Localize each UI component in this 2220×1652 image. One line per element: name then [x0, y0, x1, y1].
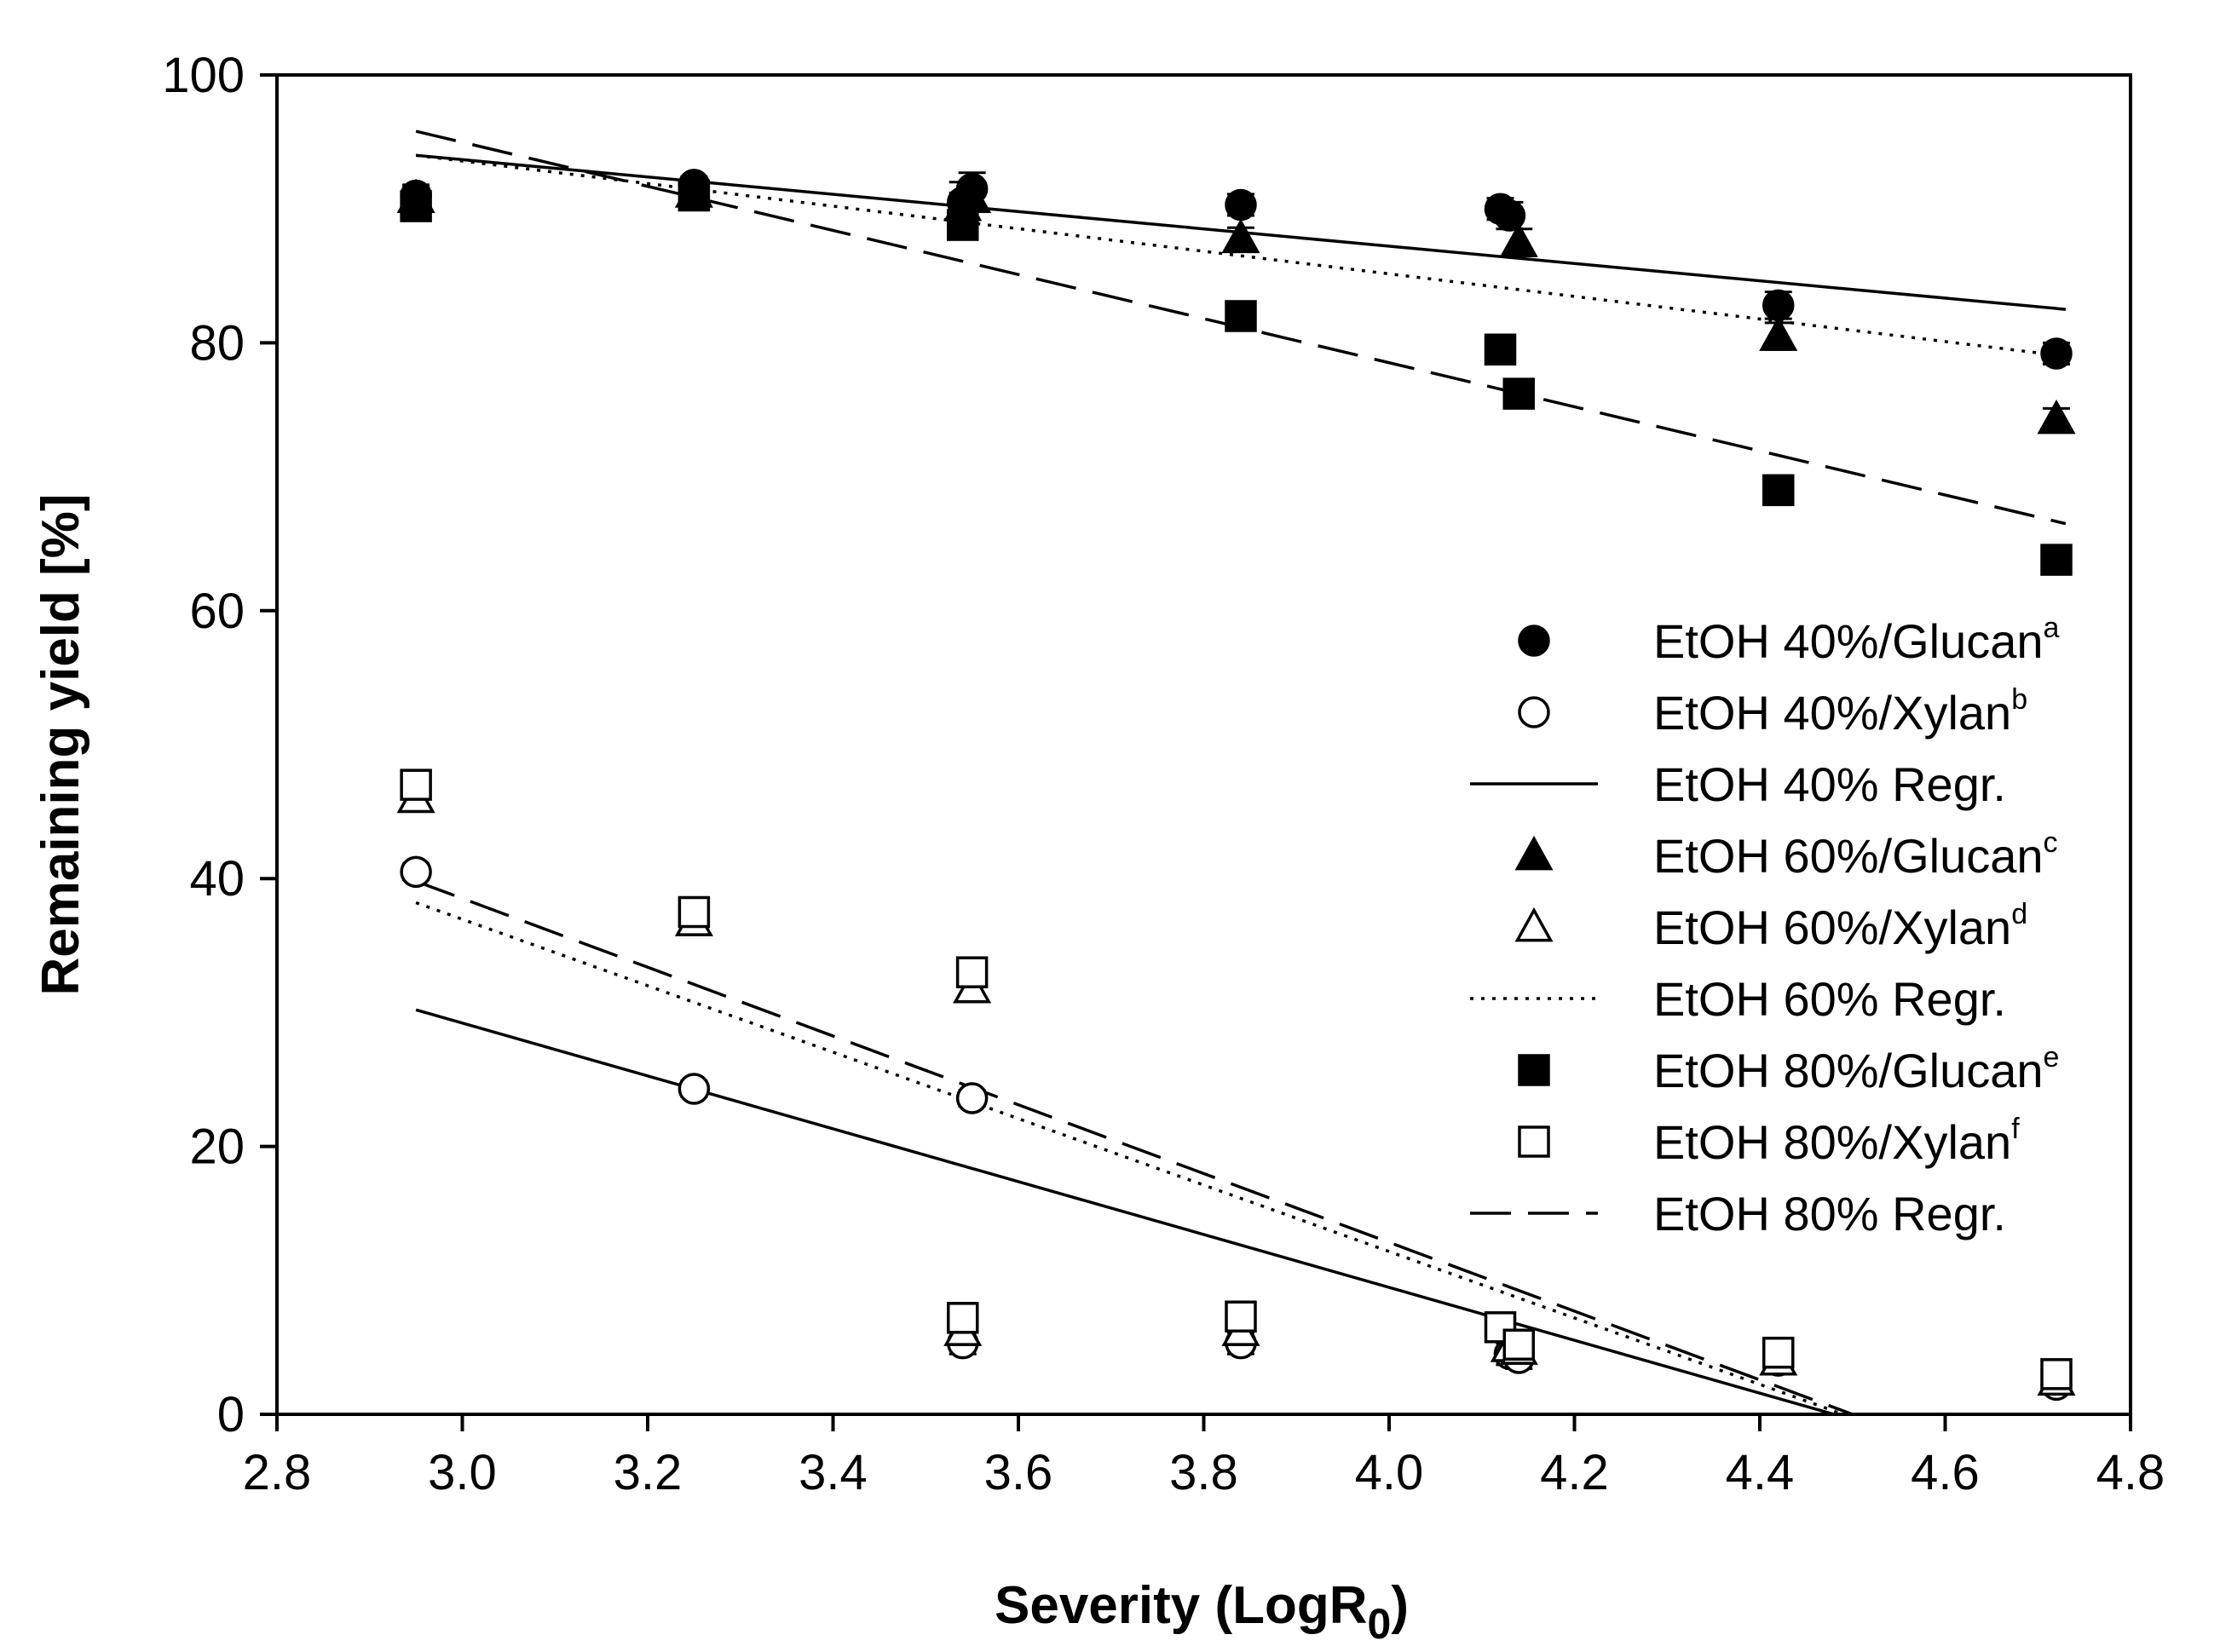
legend: EtOH 40%/Glucana EtOH 40%/Xylanb EtOH 40% … — [1470, 612, 2060, 1240]
data-point — [955, 956, 989, 988]
y-tick-label: 100 — [162, 48, 245, 103]
x-tick-label: 3.8 — [1169, 1445, 1238, 1500]
y-tick-label: 40 — [189, 851, 245, 907]
legend-label: EtOH 40%/Xylanb — [1653, 683, 2027, 740]
data-point — [678, 1073, 711, 1105]
data-point — [1502, 377, 1535, 410]
legend-label: EtOH 60% Regr. — [1653, 972, 2006, 1026]
x-tick-label: 4.6 — [1911, 1445, 1980, 1500]
y-tick-label: 20 — [189, 1120, 245, 1175]
x-axis-title-close: ) — [1391, 1576, 1409, 1635]
legend-label: EtOH 60%/Glucanc — [1653, 826, 2058, 883]
regression-line-5-1 — [415, 901, 1844, 1416]
x-tick-label: 4.0 — [1355, 1445, 1424, 1500]
legend-label-text: EtOH 40% Regr. — [1653, 757, 2006, 811]
legend-label: EtOH 40%/Glucana — [1653, 612, 2060, 668]
data-point — [2037, 399, 2076, 435]
data-point — [1759, 316, 1798, 351]
x-tick-label: 3.4 — [799, 1445, 868, 1500]
y-axis-title: Remaining yield [%] — [32, 493, 90, 995]
legend-marker — [1514, 835, 1554, 871]
y-tick-label: 60 — [189, 584, 245, 639]
x-axis-title-main: Severity (LogR — [995, 1576, 1368, 1635]
data-point — [1499, 222, 1538, 257]
legend-label-sup: d — [2011, 898, 2027, 930]
legend-label-sup: b — [2011, 683, 2027, 716]
data-point — [1225, 300, 1257, 332]
legend-label-text: EtOH 40%/Xylan — [1653, 686, 2011, 740]
regression-line-8-1 — [415, 879, 1854, 1416]
data-point — [2040, 337, 2073, 370]
data-point — [955, 1082, 989, 1114]
legend-label-text: EtOH 80% Regr. — [1653, 1187, 2006, 1240]
legend-label-sup: c — [2044, 826, 2058, 859]
data-point — [1221, 218, 1260, 254]
data-point — [400, 768, 432, 801]
x-axis-title: Severity (LogR0) — [995, 1576, 1409, 1648]
data-point — [2040, 544, 2073, 576]
legend-label: EtOH 60%/Xyland — [1653, 898, 2027, 954]
legend-label-text: EtOH 60%/Xylan — [1653, 901, 2011, 954]
x-tick-label: 4.8 — [2096, 1445, 2165, 1500]
x-tick-label: 3.6 — [984, 1445, 1053, 1500]
x-axis: 2.8 3.0 3.2 3.4 3.6 3.8 4.0 4.2 4.4 4.6 4.8 — [243, 1414, 2165, 1500]
regression-line-2-1 — [415, 1008, 1835, 1416]
y-axis: 0 20 40 60 80 100 — [162, 48, 277, 1442]
data-point — [1484, 333, 1517, 366]
data-point — [678, 895, 711, 929]
legend-label-text: EtOH 40%/Glucan — [1653, 614, 2044, 668]
legend-label-text: EtOH 80%/Xylan — [1653, 1115, 2011, 1169]
legend-label: EtOH 40% Regr. — [1653, 757, 2006, 811]
y-tick-label: 80 — [189, 315, 245, 371]
data-point — [947, 209, 979, 241]
data-point — [400, 855, 432, 889]
legend-marker — [1514, 907, 1554, 942]
data-point — [1225, 1300, 1257, 1333]
x-tick-label: 3.2 — [614, 1445, 683, 1500]
legend-label: EtOH 80% Regr. — [1653, 1187, 2006, 1240]
data-point — [1225, 188, 1257, 222]
data-point — [1762, 1336, 1795, 1369]
data-point — [678, 179, 711, 212]
legend-label-text: EtOH 60% Regr. — [1653, 972, 2006, 1026]
data-point — [1502, 1328, 1535, 1361]
x-axis-title-sub: 0 — [1368, 1600, 1392, 1648]
data-layer — [396, 130, 2076, 1416]
x-tick-label: 2.8 — [243, 1445, 312, 1500]
legend-label: EtOH 80%/Glucane — [1653, 1041, 2059, 1097]
y-tick-label: 0 — [217, 1387, 245, 1442]
data-point — [1762, 289, 1795, 322]
x-tick-label: 3.0 — [428, 1445, 497, 1500]
legend-marker — [1518, 1125, 1550, 1158]
legend-label-text: EtOH 80%/Glucan — [1653, 1044, 2044, 1097]
legend-marker — [1518, 1054, 1550, 1086]
legend-label-sup: a — [2044, 612, 2060, 644]
legend-marker — [1518, 696, 1550, 728]
legend-label-sup: f — [2011, 1113, 2020, 1145]
x-tick-label: 4.2 — [1540, 1445, 1609, 1500]
data-point — [947, 1302, 979, 1334]
legend-label-sup: e — [2044, 1041, 2060, 1074]
data-point — [2040, 1358, 2073, 1390]
legend-marker — [1518, 625, 1550, 657]
data-point — [1762, 474, 1795, 507]
data-point — [400, 190, 432, 222]
legend-label: EtOH 80%/Xylanf — [1653, 1113, 2020, 1169]
legend-label-text: EtOH 60%/Glucan — [1653, 829, 2044, 883]
x-tick-label: 4.4 — [1726, 1445, 1795, 1500]
